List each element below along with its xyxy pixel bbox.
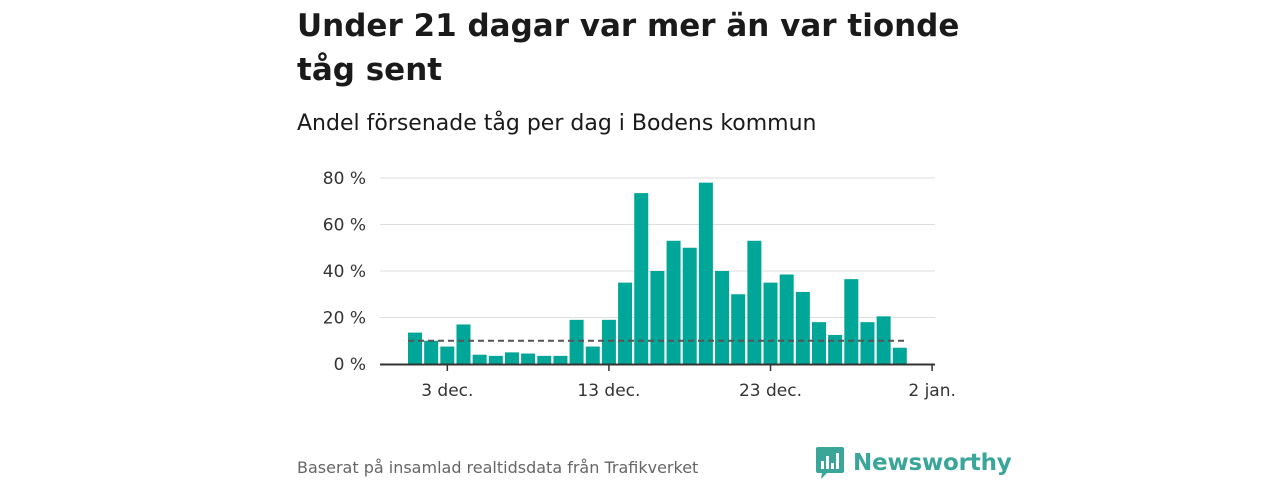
bar [634,193,649,364]
gridlines [380,177,935,318]
bars [408,182,907,364]
bar [440,346,455,364]
y-tick-label: 40 % [323,262,366,282]
bar [456,324,471,364]
bar-chart: 0 % 20 % 40 % 60 % 80 % 3 dec. 13 dec. 23 dec.… [323,169,956,401]
brand-name: Newsworthy [853,450,1012,476]
bar [601,319,616,364]
bar [715,271,730,364]
x-tick-label: 23 dec. [739,381,802,401]
bar [618,282,633,364]
bar [666,240,681,364]
brand-logo: Newsworthy [815,446,1012,480]
chart-subtitle: Andel försenade tåg per dag i Bodens kom… [297,111,817,136]
bar [698,182,713,364]
bar [569,319,584,364]
bar [553,355,568,364]
y-tick-label: 80 % [323,169,366,189]
bar [537,355,552,364]
bar [779,274,794,364]
bar [828,334,843,364]
y-axis-labels: 0 % 20 % 40 % 60 % 80 % [323,169,366,375]
bar [472,354,487,364]
bar [424,340,439,364]
bar [763,282,778,364]
y-tick-label: 60 % [323,216,366,236]
bar [892,347,907,364]
bar [504,352,519,364]
bar [812,322,826,364]
bar [795,291,810,364]
bar [488,355,503,364]
source-note: Baserat på insamlad realtidsdata från Tr… [297,458,699,477]
y-tick-label: 20 % [323,309,366,329]
bar [650,271,665,364]
bar [408,332,422,364]
bar [585,346,600,364]
bar [731,294,746,364]
x-tick-label: 3 dec. [421,381,473,401]
chart-title: Under 21 dagar var mer än var tionde tåg… [297,8,960,88]
x-tick-label: 13 dec. [577,381,640,401]
x-tick-label: 2 jan. [908,381,956,401]
bar [860,322,875,364]
y-tick-label: 0 % [334,355,366,375]
x-axis: 3 dec. 13 dec. 23 dec. 2 jan. [380,363,956,401]
bar [747,240,762,364]
bar [844,279,859,364]
bar [682,247,697,364]
bar [521,353,536,364]
newsworthy-logo-icon [816,447,844,479]
